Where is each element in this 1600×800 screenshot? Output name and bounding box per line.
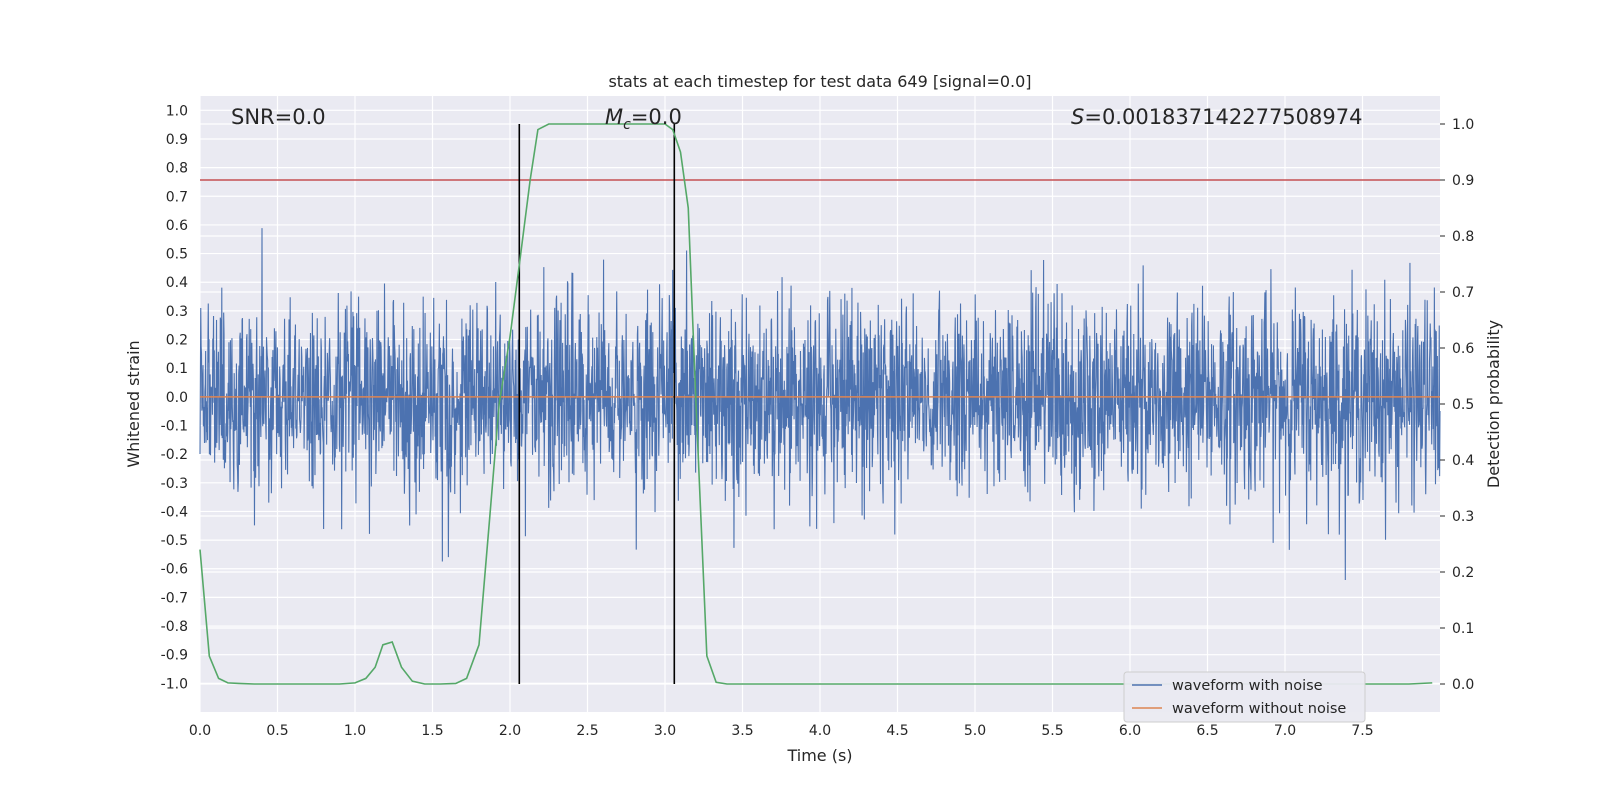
x-tick-label: 2.0 — [499, 723, 521, 739]
y-tick-label: -0.5 — [161, 533, 188, 549]
x-tick-label: 5.0 — [964, 723, 986, 739]
y-tick-label: 0.9 — [166, 132, 188, 148]
y2-tick-label: 0.7 — [1452, 285, 1474, 301]
x-tick-label: 1.5 — [421, 723, 443, 739]
y-tick-label: -0.8 — [161, 619, 188, 635]
x-tick-label: 3.5 — [731, 723, 753, 739]
y-tick-label: 0.3 — [166, 304, 188, 320]
y-tick-label: 0.7 — [166, 189, 188, 205]
x-tick-label: 5.5 — [1041, 723, 1063, 739]
detection-probability-line — [199, 123, 1433, 685]
y-tick-label: -0.9 — [161, 648, 188, 664]
legend-box — [1123, 671, 1366, 723]
y-axis-ticks: 1.0 0.9 0.8 0.7 0.6 0.5 0.4 0.3 0.2 0.1 0.0 -0.1 -0.… — [161, 103, 188, 692]
y2-tick-label: 0.6 — [1452, 341, 1474, 357]
chart-title: stats at each timestep for test data 649… — [608, 72, 1031, 91]
y-axis-label: Whitened strain — [124, 340, 143, 467]
y2-tick-label: 0.2 — [1452, 565, 1474, 581]
legend-label-clean: waveform without noise — [1172, 701, 1346, 717]
x-tick-label: 4.5 — [886, 723, 908, 739]
y-tick-label: 1.0 — [166, 103, 188, 119]
y-tick-label: 0.5 — [166, 247, 188, 263]
x-tick-label: 2.5 — [576, 723, 598, 739]
y-tick-label: -0.4 — [161, 504, 188, 520]
y-tick-label: 0.6 — [166, 218, 188, 234]
y2-axis-ticks: 1.0 0.9 0.8 0.7 0.6 0.5 0.4 0.3 0.2 0.1 0.0 — [1440, 117, 1474, 693]
y-tick-label: -0.6 — [161, 562, 188, 578]
y2-tick-label: 0.5 — [1452, 397, 1474, 413]
y-tick-label: -0.1 — [161, 418, 188, 434]
y2-tick-label: 0.9 — [1452, 173, 1474, 189]
y2-tick-label: 0.0 — [1452, 677, 1474, 693]
score-value: =0.001837142277508974 — [1084, 105, 1362, 129]
y-tick-label: 0.4 — [166, 275, 188, 291]
score-symbol: S — [1071, 105, 1084, 129]
snr-annotation: SNR=0.0 — [231, 105, 326, 129]
chirp-mass-value: =0.0 — [631, 105, 682, 129]
y-tick-label: 0.8 — [166, 161, 188, 177]
legend-label-noisy: waveform with noise — [1172, 678, 1323, 694]
x-axis-ticks: 0.0 0.5 1.0 1.5 2.0 2.5 3.0 3.5 4.0 4.5 5.0 5.5 6.0 6… — [189, 723, 1374, 739]
x-tick-label: 0.0 — [189, 723, 211, 739]
chirp-mass-symbol: M — [605, 105, 623, 129]
x-tick-label: 0.5 — [266, 723, 288, 739]
y2-tick-label: 1.0 — [1452, 117, 1474, 133]
x-tick-label: 7.0 — [1274, 723, 1296, 739]
y2-tick-label: 0.1 — [1452, 621, 1474, 637]
legend: waveform with noise waveform without noi… — [1123, 671, 1366, 723]
y-tick-label: 0.0 — [166, 390, 188, 406]
x-axis-label: Time (s) — [786, 746, 852, 765]
x-tick-label: 1.0 — [344, 723, 366, 739]
y-tick-label: -1.0 — [161, 676, 188, 692]
y-tick-label: -0.2 — [161, 447, 188, 463]
score-annotation: S=0.001837142277508974 — [1071, 105, 1362, 129]
x-tick-label: 3.0 — [654, 723, 676, 739]
chirp-mass-subscript: c — [623, 117, 631, 133]
y2-tick-label: 0.8 — [1452, 229, 1474, 245]
x-tick-label: 4.0 — [809, 723, 831, 739]
vertical-markers — [518, 124, 676, 684]
y-tick-label: 0.2 — [166, 333, 188, 349]
x-tick-label: 6.0 — [1119, 723, 1141, 739]
x-tick-label: 6.5 — [1196, 723, 1218, 739]
chirp-mass-annotation: Mc=0.0 — [605, 105, 682, 133]
y-tick-label: -0.7 — [161, 590, 188, 606]
noisy-waveform-series — [199, 228, 1441, 580]
x-tick-label: 7.5 — [1351, 723, 1373, 739]
y-tick-label: 0.1 — [166, 361, 188, 377]
y2-tick-label: 0.4 — [1452, 453, 1474, 469]
y2-axis-label: Detection probability — [1484, 320, 1503, 488]
y2-tick-label: 0.3 — [1452, 509, 1474, 525]
y-tick-label: -0.3 — [161, 476, 188, 492]
noisy-waveform-path — [199, 228, 1441, 580]
